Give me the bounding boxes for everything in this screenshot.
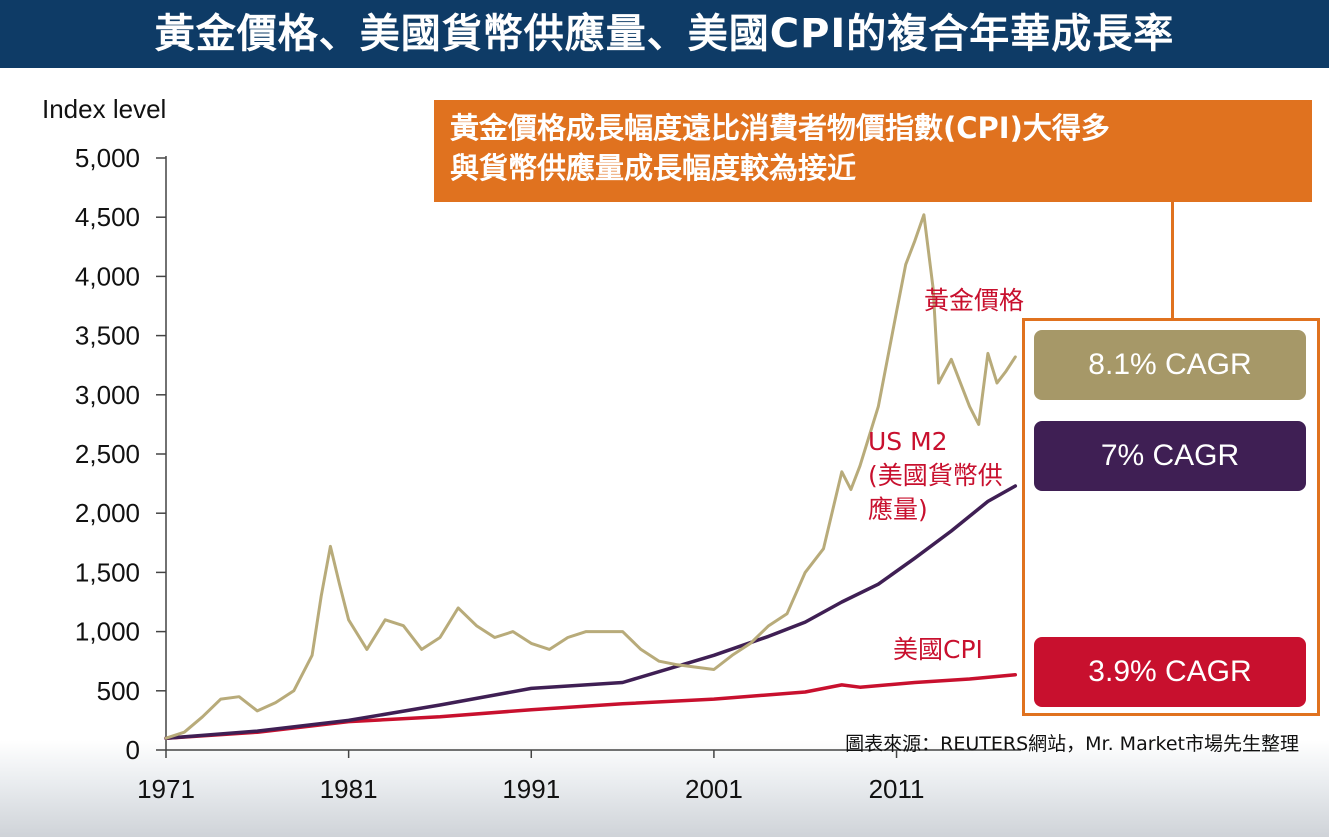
callout-line-1: 黃金價格成長幅度遠比消費者物價指數(CPI)大得多 xyxy=(450,111,1110,145)
cagr-cpi-badge: 3.9% CAGR xyxy=(1034,637,1306,707)
y-axis-label: Index level xyxy=(42,94,167,124)
series-line-gold xyxy=(164,213,1017,740)
chart-title: 黃金價格、美國貨幣供應量、美國CPI的複合年華成長率 xyxy=(0,0,1329,68)
cpi-series-label: 美國CPI xyxy=(893,635,983,664)
callout-line-2: 與貨幣供應量成長幅度較為接近 xyxy=(450,151,857,185)
series-lines xyxy=(164,213,1018,740)
x-tick-label: 1971 xyxy=(137,774,195,804)
y-tick-label: 3,500 xyxy=(75,321,140,351)
m2-series-label: US M2 (美國貨幣供 應量) xyxy=(868,425,1003,527)
x-tick-label: 1981 xyxy=(320,774,378,804)
series-line-m2 xyxy=(164,484,1018,740)
callout-connector xyxy=(1171,202,1174,320)
x-tick-label: 2001 xyxy=(685,774,743,804)
cagr-m2-badge: 7% CAGR xyxy=(1034,421,1306,491)
chart-axes xyxy=(156,156,1021,758)
x-tick-label: 2011 xyxy=(869,774,925,804)
y-tick-labels: 5,000 4,500 4,000 3,500 3,000 2,500 2,000 1,500… xyxy=(75,143,140,765)
y-tick-label: 4,000 xyxy=(75,261,140,291)
m2-label-line-3: 應量) xyxy=(868,495,928,524)
y-tick-label: 0 xyxy=(126,735,140,765)
y-tick-label: 3,000 xyxy=(75,380,140,410)
y-tick-label: 2,500 xyxy=(75,439,140,469)
x-tick-labels: 1971 1981 1991 2001 2011 xyxy=(137,774,924,804)
x-tick-label: 1991 xyxy=(502,774,560,804)
m2-label-line-2: (美國貨幣供 xyxy=(868,461,1003,490)
y-tick-label: 2,000 xyxy=(75,498,140,528)
y-tick-label: 500 xyxy=(97,676,140,706)
y-tick-label: 5,000 xyxy=(75,143,140,173)
y-tick-label: 4,500 xyxy=(75,202,140,232)
y-tick-label: 1,500 xyxy=(75,557,140,587)
callout-box: 黃金價格成長幅度遠比消費者物價指數(CPI)大得多 與貨幣供應量成長幅度較為接近 xyxy=(434,100,1312,202)
cagr-gold-badge: 8.1% CAGR xyxy=(1034,330,1306,400)
bottom-band xyxy=(0,740,1329,837)
m2-label-line-1: US M2 xyxy=(868,427,948,456)
source-note: 圖表來源：REUTERS網站，Mr. Market市場先生整理 xyxy=(845,733,1299,755)
y-tick-label: 1,000 xyxy=(75,617,140,647)
gold-series-label: 黃金價格 xyxy=(924,286,1025,315)
